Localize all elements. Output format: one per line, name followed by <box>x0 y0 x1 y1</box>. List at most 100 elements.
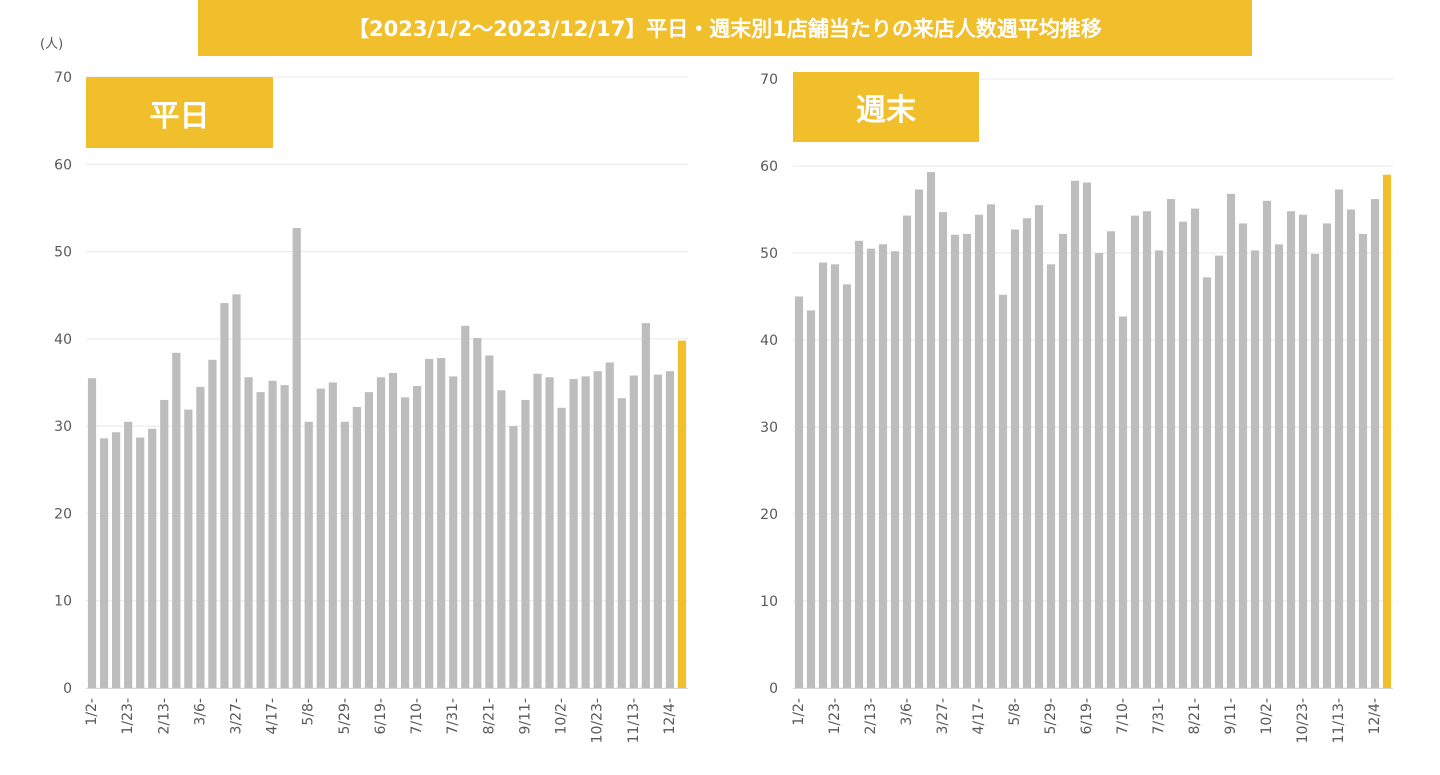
bar <box>1250 250 1260 688</box>
bar <box>617 398 626 688</box>
bar <box>280 385 289 688</box>
bar <box>1046 264 1056 688</box>
bar-highlight <box>1382 174 1392 688</box>
bar <box>986 204 996 688</box>
bar <box>878 244 888 689</box>
weekend-chart-title: 週末 <box>793 72 979 142</box>
y-tick-label: 50 <box>54 245 72 261</box>
bar <box>581 376 590 688</box>
bar <box>1334 189 1344 689</box>
bar <box>1130 215 1140 688</box>
x-tick-label: 11/13- <box>626 698 642 743</box>
bar <box>842 284 852 688</box>
bar <box>1238 223 1248 689</box>
bar <box>136 437 145 688</box>
bar <box>890 251 900 688</box>
y-tick-label: 50 <box>760 246 778 262</box>
x-tick-label: 3/6- <box>192 698 208 726</box>
x-tick-label: 1/23- <box>827 698 843 735</box>
bar <box>268 380 277 688</box>
x-tick-label: 10/23- <box>590 698 606 743</box>
bar <box>160 399 169 688</box>
x-tick-label: 10/23- <box>1295 698 1311 743</box>
y-tick-label: 40 <box>54 332 72 348</box>
y-tick-label: 70 <box>54 70 72 86</box>
y-tick-label: 60 <box>760 159 778 175</box>
y-tick-label: 40 <box>760 333 778 349</box>
bar <box>196 386 205 688</box>
bar <box>902 215 912 688</box>
bar <box>806 310 816 688</box>
bar <box>112 432 121 688</box>
bar <box>1178 221 1188 688</box>
x-tick-label: 9/11- <box>517 698 533 735</box>
bar <box>1226 193 1236 688</box>
chart-main-title: 【2023/1/2～2023/12/17】平日・週末別1店舗当たりの来店人数週平… <box>198 0 1252 56</box>
x-tick-label: 5/8- <box>1007 698 1023 726</box>
x-tick-label: 1/23- <box>120 698 136 735</box>
bar <box>866 248 876 688</box>
bar <box>1142 211 1152 689</box>
bar <box>521 399 530 688</box>
bar <box>794 296 804 688</box>
bar <box>1202 277 1212 688</box>
x-tick-label: 8/21- <box>481 698 497 735</box>
x-tick-label: 4/17- <box>971 698 987 735</box>
x-tick-label: 1/2- <box>791 698 807 726</box>
y-tick-label: 20 <box>760 507 778 523</box>
bar <box>926 172 936 689</box>
bar <box>1346 209 1356 688</box>
bar <box>605 362 614 688</box>
bar <box>818 262 828 688</box>
bar <box>1190 208 1200 688</box>
bar <box>497 390 506 688</box>
bar <box>569 379 578 688</box>
bar <box>1370 199 1380 688</box>
bar <box>1154 250 1164 688</box>
bar <box>1166 199 1176 688</box>
bar <box>629 375 638 688</box>
bar <box>854 240 864 688</box>
x-tick-label: 7/10- <box>409 698 425 735</box>
x-tick-label: 3/6- <box>899 698 915 726</box>
x-tick-label: 7/10- <box>1115 698 1131 735</box>
bar-highlight <box>677 340 687 688</box>
x-tick-label: 2/13- <box>863 698 879 735</box>
y-tick-label: 70 <box>760 72 778 88</box>
bar <box>962 233 972 689</box>
x-tick-label: 3/27- <box>229 698 245 735</box>
bar <box>376 377 386 688</box>
x-tick-label: 5/29- <box>337 698 353 735</box>
bar <box>256 392 265 688</box>
x-tick-label: 10/2- <box>554 698 570 735</box>
bar <box>1118 316 1128 688</box>
y-tick-label: 30 <box>760 420 778 436</box>
bar <box>340 421 349 688</box>
bar <box>533 373 542 688</box>
x-tick-label: 10/2- <box>1259 698 1275 735</box>
bar <box>1022 218 1032 688</box>
bar <box>1286 211 1296 689</box>
bar <box>292 228 301 689</box>
bar <box>914 189 924 689</box>
bar <box>388 372 398 688</box>
bar <box>653 374 662 688</box>
bar <box>665 371 675 688</box>
bar <box>413 385 422 688</box>
bar <box>1010 229 1020 688</box>
weekday-chart: 0 10 20 30 40 50 60 70 1/2- 1/23- 2/13- 3/6- 3/27- 4/… <box>54 70 688 743</box>
bar <box>473 337 482 688</box>
bar <box>99 438 109 688</box>
x-tick-label: 8/21- <box>1187 698 1203 735</box>
y-tick-label: 10 <box>54 594 72 610</box>
bar <box>1058 233 1068 689</box>
x-tick-label: 12/4- <box>1367 698 1383 735</box>
x-tick-label: 3/27- <box>935 698 951 735</box>
bar <box>316 388 325 688</box>
bar <box>1274 244 1284 689</box>
y-tick-label: 20 <box>54 506 72 522</box>
bar <box>437 358 446 688</box>
bar <box>232 294 241 688</box>
bar <box>950 234 960 689</box>
